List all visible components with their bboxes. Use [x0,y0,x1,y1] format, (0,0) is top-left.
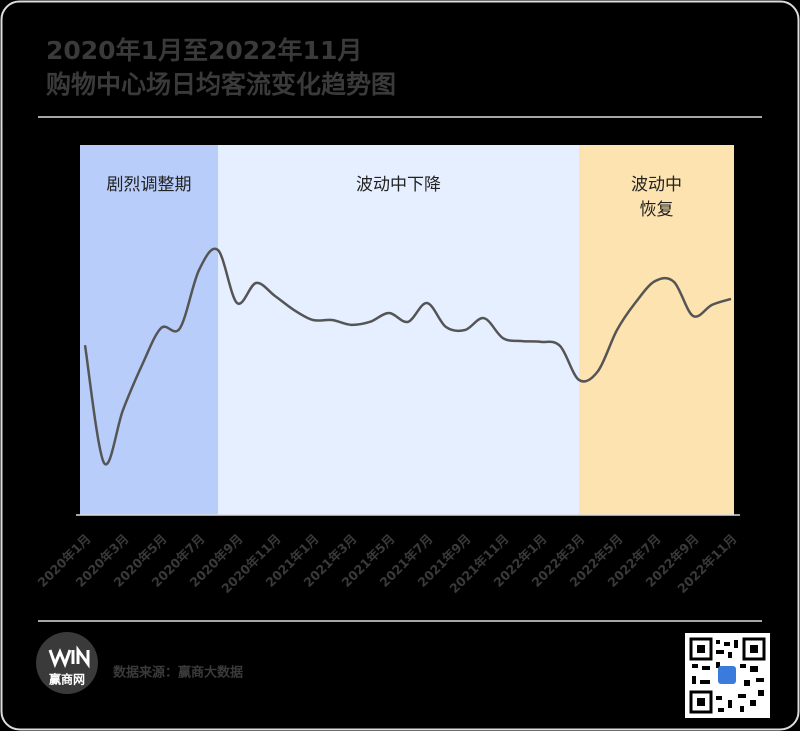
qr-code [685,633,770,718]
logo-mark [48,645,90,669]
logo [36,632,98,694]
source: 数据来源：赢商大数据 [113,665,243,681]
region-label: 波动中下降 [356,175,441,195]
region-label: 波动中 [631,175,682,195]
chart-title: 购物中心场日均客流变化趋势图 [46,70,396,99]
region-label: 恢复 [640,200,674,220]
logo-text: 赢商网 [49,672,85,687]
line-series [83,247,732,466]
region [80,145,218,515]
region [579,145,734,515]
chart-title: 2020年1月至2022年11月 [46,36,362,65]
region [218,145,579,515]
region-label: 剧烈调整期 [107,175,192,195]
